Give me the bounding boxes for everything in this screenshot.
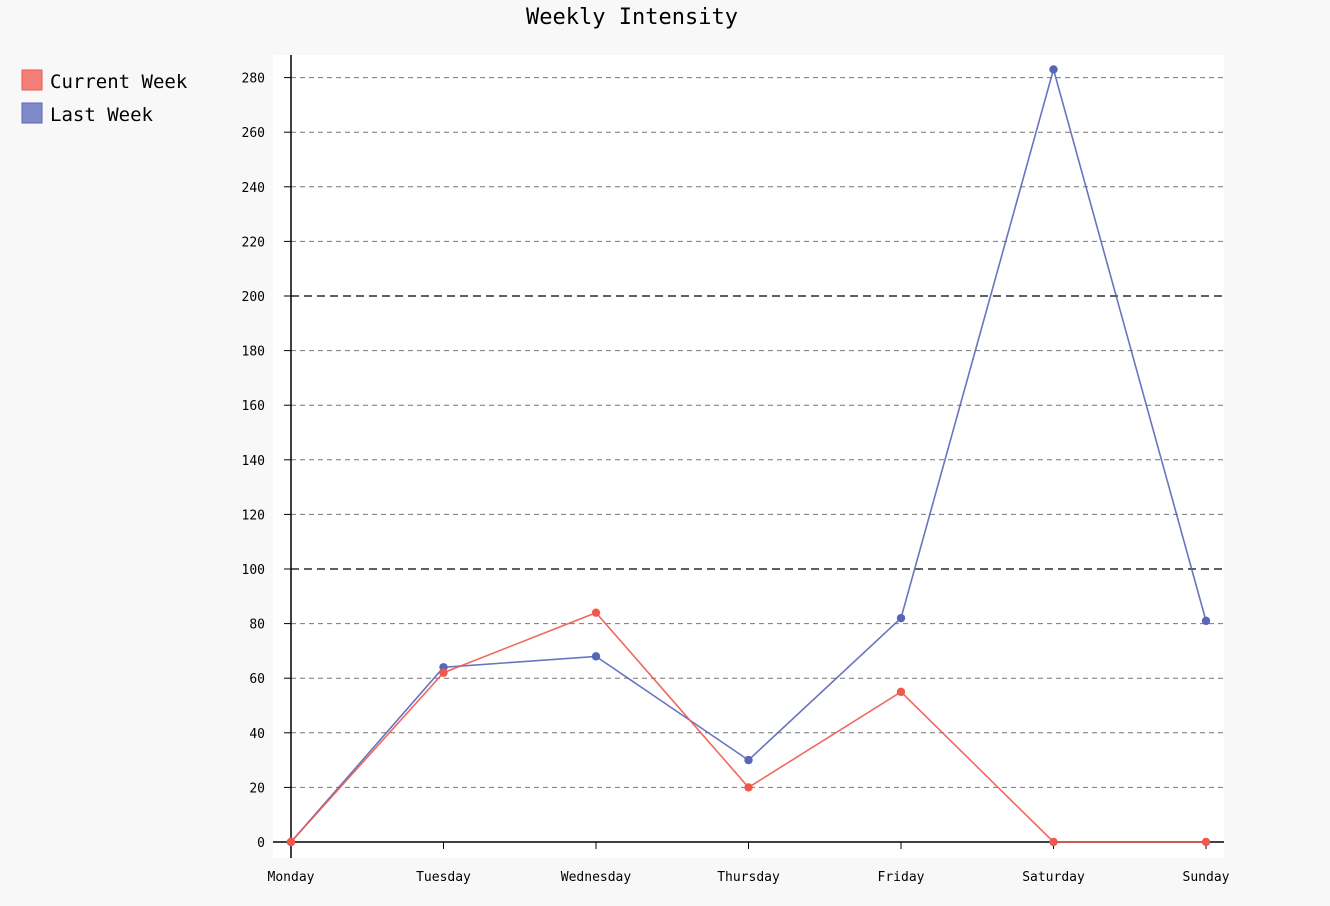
legend-swatch-last-week: [21, 102, 43, 124]
data-point-current-week[interactable]: [896, 687, 906, 697]
chart-title: Weekly Intensity: [526, 5, 738, 30]
data-point-current-week[interactable]: [439, 668, 448, 677]
legend-item-last-week[interactable]: Last Week: [21, 102, 154, 126]
x-tick-label: Thursday: [717, 870, 780, 885]
y-tick-label: 80: [249, 618, 265, 633]
y-tick-label: 60: [249, 672, 265, 687]
data-point-current-week[interactable]: [286, 837, 296, 847]
gridlines: [291, 77, 1224, 788]
legend: Current Week Last Week: [21, 69, 188, 126]
x-tick-label: Wednesday: [561, 870, 632, 885]
y-tick-label: 220: [242, 235, 265, 250]
plot-background: [273, 55, 1224, 858]
y-tick-label: 140: [242, 454, 265, 469]
y-tick-label: 240: [242, 181, 265, 196]
x-tick-label: Monday: [268, 870, 315, 885]
x-tick-label: Saturday: [1022, 870, 1085, 885]
y-tick-label: 100: [242, 563, 265, 578]
legend-label-current-week: Current Week: [50, 71, 188, 93]
legend-swatch-current-week: [21, 69, 43, 91]
y-tick-label: 180: [242, 345, 265, 360]
data-point-last-week[interactable]: [1049, 65, 1058, 74]
y-tick-label: 40: [249, 727, 265, 742]
y-tick-label: 200: [242, 290, 265, 305]
y-axis-ticks: 0 20 40 60 80 100 120 140 160 180 200 220 240 260 280: [242, 72, 291, 851]
x-tick-label: Friday: [878, 870, 925, 885]
data-point-last-week[interactable]: [591, 652, 601, 661]
y-tick-label: 120: [242, 508, 265, 523]
y-tick-label: 260: [242, 126, 265, 141]
x-tick-label: Sunday: [1183, 870, 1230, 885]
data-point-current-week[interactable]: [591, 608, 601, 617]
y-tick-label: 280: [242, 72, 265, 87]
y-tick-label: 0: [257, 836, 265, 851]
data-point-current-week[interactable]: [1201, 837, 1211, 847]
data-point-current-week[interactable]: [1049, 837, 1058, 847]
data-point-last-week[interactable]: [1201, 616, 1211, 626]
data-point-last-week[interactable]: [744, 755, 753, 765]
x-axis-ticks: Monday Tuesday Wednesday Thursday Friday Satu…: [268, 842, 1230, 885]
x-tick-label: Tuesday: [416, 870, 471, 885]
data-point-current-week[interactable]: [744, 783, 753, 792]
legend-label-last-week: Last Week: [50, 104, 154, 126]
data-point-last-week[interactable]: [896, 613, 906, 623]
legend-item-current-week[interactable]: Current Week: [21, 69, 188, 93]
data-series: [286, 65, 1211, 847]
y-tick-label: 160: [242, 399, 265, 414]
series-current-week: [286, 608, 1211, 847]
y-tick-label: 20: [249, 781, 265, 796]
